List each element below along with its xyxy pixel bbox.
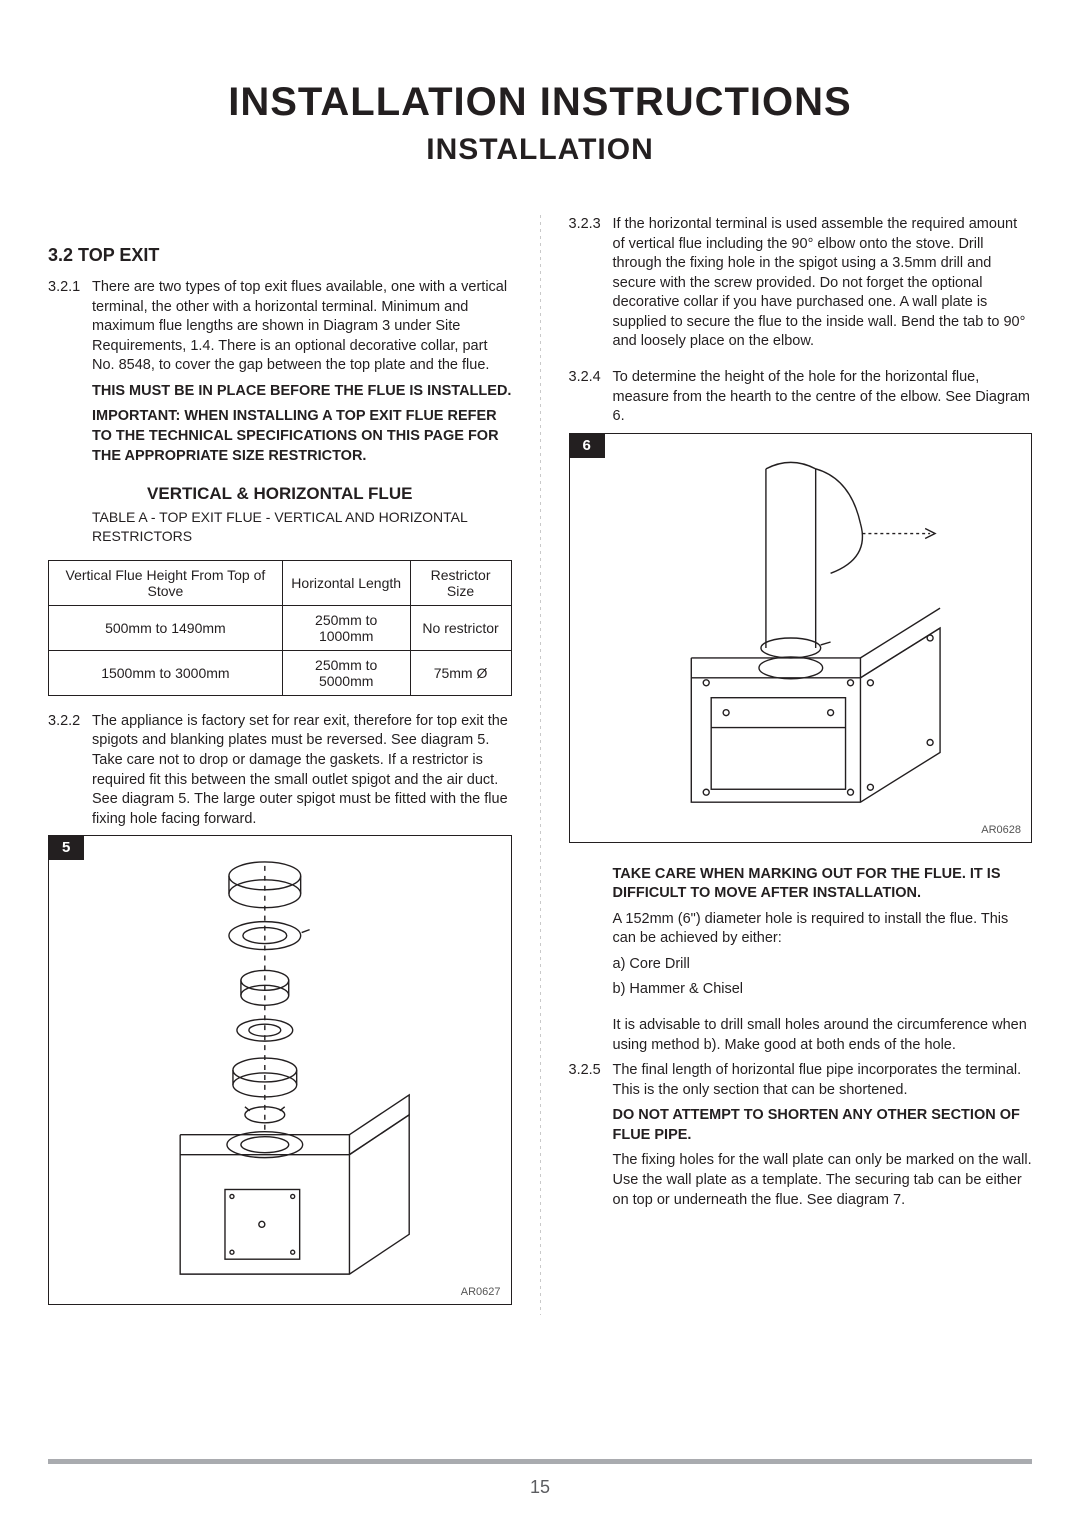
main-title: INSTALLATION INSTRUCTIONS (48, 80, 1032, 125)
diagram-5-svg (49, 836, 511, 1304)
para-number: 3.2.2 (48, 712, 92, 829)
column-divider (540, 215, 541, 1315)
para-text: To determine the height of the hole for … (613, 368, 1033, 427)
para-3-2-1: 3.2.1 There are two types of top exit fl… (48, 278, 512, 376)
table-cell: 250mm to 5000mm (282, 650, 410, 695)
section-heading-3-2: 3.2 TOP EXIT (48, 245, 512, 266)
text-wall-plate: The fixing holes for the wall plate can … (613, 1151, 1033, 1210)
text-hole-diameter: A 152mm (6") diameter hole is required t… (613, 910, 1033, 949)
diagram-code: AR0628 (981, 824, 1021, 836)
warning-bold-2: IMPORTANT: WHEN INSTALLING A TOP EXIT FL… (92, 407, 512, 466)
sub-title: INSTALLATION (48, 133, 1032, 167)
two-column-layout: 3.2 TOP EXIT 3.2.1 There are two types o… (48, 215, 1032, 1315)
para-text: There are two types of top exit flues av… (92, 278, 512, 376)
text-small-holes: It is advisable to drill small holes aro… (613, 1016, 1033, 1055)
para-3-2-4: 3.2.4 To determine the height of the hol… (569, 368, 1033, 427)
para-text: If the horizontal terminal is used assem… (613, 215, 1033, 352)
warning-bold-3: TAKE CARE WHEN MARKING OUT FOR THE FLUE.… (613, 865, 1033, 904)
para-text: The appliance is factory set for rear ex… (92, 712, 512, 829)
table-a-caption: TABLE A - TOP EXIT FLUE - VERTICAL AND H… (92, 508, 512, 546)
para-3-2-3: 3.2.3 If the horizontal terminal is used… (569, 215, 1033, 352)
diagram-5-box: 5 (48, 835, 512, 1305)
para-number: 3.2.4 (569, 368, 613, 427)
warning-bold-1: THIS MUST BE IN PLACE BEFORE THE FLUE IS… (92, 382, 512, 402)
text-core-drill: a) Core Drill (613, 955, 1033, 975)
para-number: 3.2.5 (569, 1061, 613, 1100)
text-hammer-chisel: b) Hammer & Chisel (613, 980, 1033, 1000)
table-cell: 500mm to 1490mm (49, 605, 283, 650)
table-header: Restrictor Size (410, 560, 511, 605)
right-column: 3.2.3 If the horizontal terminal is used… (569, 215, 1033, 1315)
table-header: Horizontal Length (282, 560, 410, 605)
para-3-2-5: 3.2.5 The final length of horizontal flu… (569, 1061, 1033, 1100)
warning-bold-4: DO NOT ATTEMPT TO SHORTEN ANY OTHER SECT… (613, 1106, 1033, 1145)
diagram-code: AR0627 (461, 1286, 501, 1298)
table-header: Vertical Flue Height From Top of Stove (49, 560, 283, 605)
footer-bar (48, 1459, 1032, 1464)
table-cell: 250mm to 1000mm (282, 605, 410, 650)
table-cell: No restrictor (410, 605, 511, 650)
vertical-horizontal-heading: VERTICAL & HORIZONTAL FLUE (48, 484, 512, 504)
diagram-6-svg (570, 434, 1032, 842)
diagram-number-badge: 6 (569, 433, 605, 458)
left-column: 3.2 TOP EXIT 3.2.1 There are two types o… (48, 215, 512, 1315)
diagram-number-badge: 5 (48, 835, 84, 860)
para-3-2-2: 3.2.2 The appliance is factory set for r… (48, 712, 512, 829)
para-number: 3.2.1 (48, 278, 92, 376)
restrictor-table: Vertical Flue Height From Top of Stove H… (48, 560, 512, 696)
para-number: 3.2.3 (569, 215, 613, 352)
para-text: The final length of horizontal flue pipe… (613, 1061, 1033, 1100)
diagram-6-box: 6 (569, 433, 1033, 843)
table-cell: 1500mm to 3000mm (49, 650, 283, 695)
table-cell: 75mm Ø (410, 650, 511, 695)
page-number: 15 (0, 1477, 1080, 1498)
